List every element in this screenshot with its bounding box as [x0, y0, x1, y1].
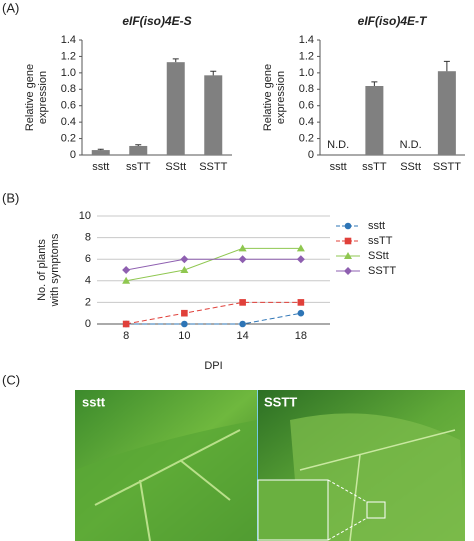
series-line	[126, 247, 301, 282]
x-axis-label: DPI	[204, 360, 222, 372]
y-tick-label: 1.2	[299, 50, 314, 62]
marker	[297, 309, 305, 317]
y-tick-label: 0.2	[299, 132, 314, 144]
y-tick-label: 1.0	[299, 67, 314, 79]
marker	[296, 255, 305, 264]
marker	[180, 266, 189, 273]
value-label: N.D.	[400, 139, 422, 151]
y-tick-label: 0.2	[61, 132, 76, 144]
y-axis-label: No. of plants	[36, 239, 48, 301]
marker	[122, 276, 131, 284]
chart-title: eIF(iso)4E-T	[358, 14, 428, 28]
bar	[204, 75, 223, 155]
y-axis-label: expression	[275, 71, 287, 124]
series-line	[126, 312, 301, 325]
photo-label: sstt	[82, 394, 106, 409]
y-tick-label: 1.4	[299, 34, 314, 46]
error-bar	[210, 70, 217, 76]
y-tick-label: 2	[85, 296, 91, 308]
marker	[239, 320, 246, 328]
error-bar	[135, 144, 142, 146]
x-tick-label: sstt	[330, 161, 347, 173]
y-tick-label: 0	[85, 318, 91, 330]
y-tick-label: 0	[70, 149, 76, 161]
y-tick-label: 0.8	[299, 83, 314, 95]
panel-label: (C)	[2, 372, 20, 387]
x-tick-label: 10	[178, 330, 190, 342]
y-tick-label: 8	[85, 232, 91, 244]
legend-marker	[344, 222, 352, 230]
x-tick-label: 8	[123, 330, 129, 342]
marker	[297, 299, 305, 306]
marker	[181, 309, 188, 317]
x-tick-label: 14	[237, 330, 249, 342]
photo: sstt SSTT	[75, 390, 465, 541]
marker	[238, 244, 247, 252]
marker	[122, 266, 131, 274]
x-tick-label: sstt	[92, 161, 109, 173]
x-tick-label: SStt	[400, 161, 421, 173]
marker	[122, 320, 130, 328]
photo-label: SSTT	[264, 394, 297, 409]
x-tick-label: ssTT	[126, 161, 151, 173]
chart-title: eIF(iso)4E-S	[122, 14, 191, 28]
panel-label: (B)	[2, 190, 19, 205]
y-tick-label: 0	[308, 149, 314, 161]
legend-label: sstt	[368, 220, 385, 232]
y-tick-label: 1.4	[61, 34, 76, 46]
marker	[296, 244, 305, 252]
y-tick-label: 0.4	[61, 116, 76, 128]
error-bar	[97, 148, 104, 151]
y-axis-label: Relative gene	[24, 64, 36, 131]
value-label: N.D.	[327, 139, 349, 151]
y-tick-label: 0.8	[61, 83, 76, 95]
legend-marker	[344, 252, 352, 259]
y-tick-label: 10	[79, 210, 91, 222]
bar	[91, 150, 110, 155]
marker	[180, 255, 189, 264]
error-bar	[371, 81, 378, 86]
y-tick-label: 4	[85, 275, 91, 287]
y-tick-label: 1.0	[61, 67, 76, 79]
bar	[166, 62, 185, 155]
x-tick-label: SStt	[165, 161, 186, 173]
legend-marker	[344, 237, 352, 245]
x-tick-label: 18	[295, 330, 307, 342]
legend-label: SStt	[368, 250, 389, 262]
x-tick-label: SSTT	[433, 161, 461, 173]
y-tick-label: 6	[85, 253, 91, 265]
y-tick-label: 0.6	[61, 100, 76, 112]
x-tick-label: SSTT	[199, 161, 227, 173]
bar	[437, 71, 456, 155]
x-tick-label: ssTT	[362, 161, 387, 173]
error-bar	[443, 60, 450, 72]
bar	[129, 145, 148, 155]
bar	[365, 86, 384, 155]
error-bar	[172, 58, 179, 63]
series-line	[126, 258, 301, 271]
marker	[239, 299, 246, 306]
series-line	[126, 301, 301, 325]
legend-marker	[344, 267, 352, 275]
y-tick-label: 1.2	[61, 50, 76, 62]
marker	[238, 255, 247, 264]
y-tick-label: 0.4	[299, 116, 314, 128]
y-tick-label: 0.6	[299, 100, 314, 112]
marker	[181, 320, 188, 328]
panel-label: (A)	[2, 0, 19, 15]
legend-label: ssTT	[368, 235, 393, 247]
y-axis-label: Relative gene	[262, 64, 274, 131]
y-axis-label: with symptoms	[49, 233, 61, 307]
y-axis-label: expression	[37, 71, 49, 124]
legend-label: SSTT	[368, 265, 396, 277]
